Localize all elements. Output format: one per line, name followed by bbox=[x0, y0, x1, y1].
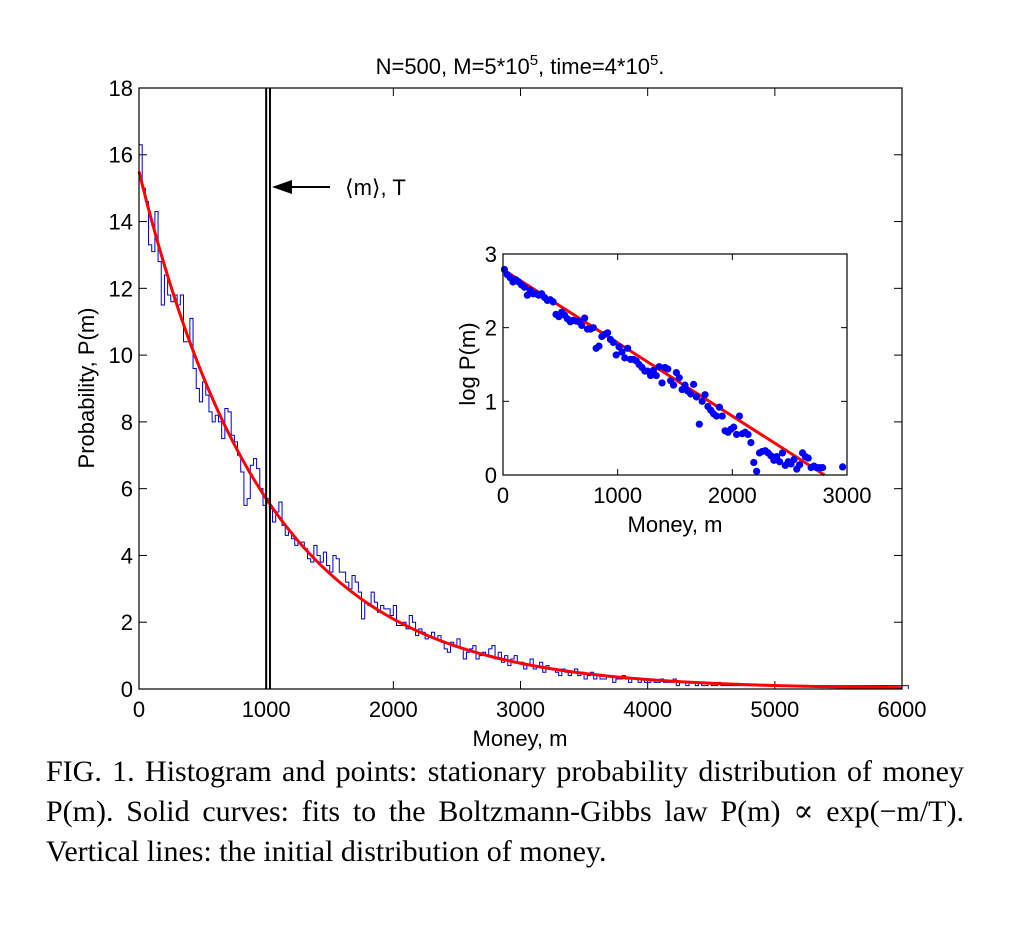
inset-axis-ticks: 0 1000 2000 3000 0 1 2 3 bbox=[485, 242, 872, 508]
main-y-tick-label: 12 bbox=[109, 276, 133, 301]
mean-annotation: ⟨m⟩, T bbox=[272, 175, 406, 200]
main-x-tick-label: 4000 bbox=[623, 697, 672, 722]
inset-plot-area bbox=[500, 265, 847, 477]
inset-data-point bbox=[581, 314, 589, 322]
arrow-left-icon bbox=[272, 180, 292, 194]
inset-data-point bbox=[621, 354, 629, 362]
main-y-axis-label: Probability, P(m) bbox=[74, 308, 99, 469]
inset-data-point bbox=[669, 381, 678, 389]
main-x-tick-label: 5000 bbox=[750, 697, 799, 722]
main-y-tick-label: 10 bbox=[109, 343, 133, 368]
main-y-tick-label: 2 bbox=[121, 610, 133, 635]
main-x-tick-label: 1000 bbox=[242, 697, 291, 722]
inset-data-point bbox=[712, 412, 721, 420]
main-y-tick-label: 0 bbox=[121, 677, 133, 702]
inset-data-point bbox=[578, 321, 586, 330]
inset-data-point bbox=[778, 449, 787, 457]
inset-y-tick-label: 0 bbox=[485, 463, 497, 488]
inset-data-point bbox=[730, 423, 738, 431]
inset-data-point bbox=[664, 365, 672, 373]
main-chart: N=500, M=5*105, time=4*105. 0 1000 2000 300… bbox=[74, 52, 926, 751]
inset-data-point bbox=[818, 464, 827, 472]
inset-chart: 0 1000 2000 3000 0 1 2 3 Money, m log P(m) bbox=[455, 242, 871, 537]
main-y-tick-label: 4 bbox=[121, 543, 133, 568]
inset-data-point bbox=[796, 461, 804, 469]
inset-data-point bbox=[701, 391, 709, 399]
inset-data-point bbox=[715, 403, 723, 411]
main-x-tick-label: 3000 bbox=[496, 697, 545, 722]
inset-data-point bbox=[520, 283, 529, 291]
inset-data-point bbox=[618, 348, 626, 356]
main-x-tick-label: 2000 bbox=[369, 697, 418, 722]
inset-y-tick-label: 2 bbox=[485, 316, 497, 341]
inset-data-point bbox=[689, 380, 698, 388]
inset-data-point bbox=[698, 397, 706, 405]
inset-background bbox=[503, 254, 847, 475]
inset-data-point bbox=[675, 374, 683, 382]
annotation-label: ⟨m⟩, T bbox=[345, 175, 406, 200]
inset-x-tick-label: 2000 bbox=[708, 483, 757, 508]
inset-data-point bbox=[695, 420, 703, 428]
main-x-tick-label: 0 bbox=[133, 697, 145, 722]
chart-title: N=500, M=5*105, time=4*105. bbox=[376, 52, 665, 79]
inset-y-axis-label: log P(m) bbox=[455, 322, 480, 405]
inset-data-point bbox=[603, 329, 612, 337]
inset-x-tick-label: 3000 bbox=[823, 483, 872, 508]
main-y-tick-label: 6 bbox=[121, 477, 133, 502]
inset-y-tick-label: 3 bbox=[485, 242, 497, 267]
figure: N=500, M=5*105, time=4*105. 0 1000 2000 300… bbox=[74, 52, 926, 751]
inset-data-point bbox=[753, 467, 761, 475]
main-y-tick-label: 14 bbox=[109, 209, 133, 234]
inset-data-point bbox=[589, 324, 597, 332]
inset-x-tick-label: 1000 bbox=[593, 483, 642, 508]
main-y-tick-label: 8 bbox=[121, 410, 133, 435]
inset-data-point bbox=[624, 344, 632, 352]
inset-data-point bbox=[549, 298, 557, 306]
title-exponent-m: 5 bbox=[530, 52, 538, 69]
main-x-axis-label: Money, m bbox=[473, 726, 568, 751]
inset-axes-box bbox=[502, 253, 848, 476]
inset-data-point bbox=[595, 342, 603, 350]
inset-data-point bbox=[655, 363, 663, 371]
main-plot-area bbox=[137, 88, 909, 690]
figure-caption: FIG. 1. Histogram and points: stationary… bbox=[46, 755, 964, 868]
inset-data-point bbox=[681, 381, 689, 389]
inset-data-point bbox=[718, 412, 726, 420]
inset-y-tick-label: 1 bbox=[485, 389, 497, 414]
inset-data-point bbox=[839, 463, 847, 471]
inset-data-point bbox=[609, 338, 617, 346]
title-exponent-time: 5 bbox=[650, 52, 658, 69]
inset-data-point bbox=[687, 390, 695, 398]
main-y-tick-label: 16 bbox=[109, 143, 133, 168]
main-y-tick-label: 18 bbox=[109, 76, 133, 101]
main-x-tick-label: 6000 bbox=[878, 697, 927, 722]
inset-data-point bbox=[790, 455, 798, 464]
inset-data-point bbox=[747, 438, 755, 447]
inset-data-point bbox=[744, 430, 752, 439]
main-axes-box bbox=[138, 87, 903, 690]
inset-data-point bbox=[804, 454, 812, 462]
inset-data-point bbox=[750, 458, 758, 467]
inset-data-point bbox=[735, 412, 744, 420]
inset-data-point bbox=[692, 393, 701, 401]
inset-fit-line bbox=[502, 268, 826, 477]
inset-data-point bbox=[732, 430, 741, 439]
inset-x-tick-label: 0 bbox=[497, 483, 509, 508]
inset-data-point bbox=[652, 371, 660, 380]
inset-x-axis-label: Money, m bbox=[628, 512, 723, 537]
inset-data-point bbox=[658, 379, 666, 387]
histogram-series bbox=[138, 144, 909, 690]
inset-data-point bbox=[612, 351, 620, 359]
inset-data-point bbox=[775, 458, 784, 466]
